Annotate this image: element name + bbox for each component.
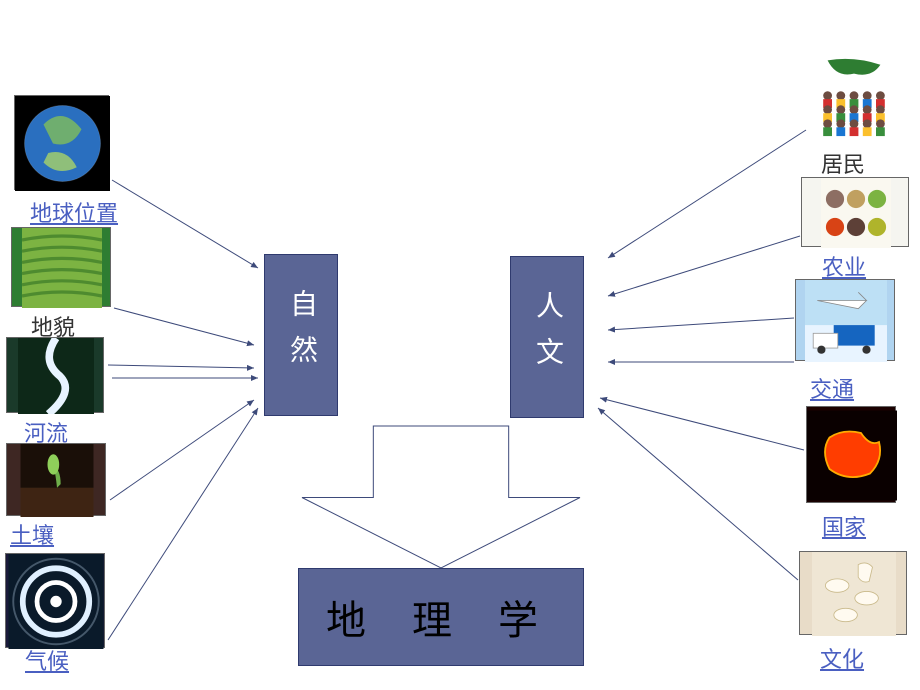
culture-label[interactable]: 文化 (820, 642, 864, 674)
landform-icon (12, 228, 112, 308)
human-box: 人文 (510, 256, 584, 418)
landform-image (11, 227, 111, 307)
nature-label: 自然 (281, 289, 321, 381)
transport-icon (796, 280, 896, 362)
transport-label[interactable]: 交通 (810, 372, 854, 404)
country-label[interactable]: 国家 (822, 510, 866, 542)
culture-image (799, 551, 907, 635)
agriculture-image (801, 177, 909, 247)
down-arrow-icon (300, 425, 582, 570)
residents-image (808, 56, 900, 144)
earth-position-image (14, 95, 109, 190)
river-icon (7, 338, 105, 414)
soil-icon (7, 444, 107, 517)
culture-icon (800, 552, 908, 636)
geography-box: 地 理 学 (298, 568, 584, 666)
climate-label[interactable]: 气候 (25, 644, 69, 676)
country-image (806, 406, 896, 503)
soil-label[interactable]: 土壤 (10, 518, 54, 550)
human-label: 人文 (527, 291, 567, 383)
climate-icon (6, 554, 106, 649)
transport-image (795, 279, 895, 361)
river-image (6, 337, 104, 413)
nature-box: 自然 (264, 254, 338, 416)
earth-position-label[interactable]: 地球位置 (30, 196, 118, 228)
agriculture-label[interactable]: 农业 (822, 250, 866, 282)
country-icon (807, 407, 897, 504)
soil-image (6, 443, 106, 516)
residents-label: 居民 (821, 147, 865, 179)
earth-position-icon (15, 96, 110, 191)
residents-icon (808, 56, 900, 144)
geography-label: 地 理 学 (326, 588, 556, 646)
agriculture-icon (802, 178, 910, 248)
climate-image (5, 553, 105, 648)
